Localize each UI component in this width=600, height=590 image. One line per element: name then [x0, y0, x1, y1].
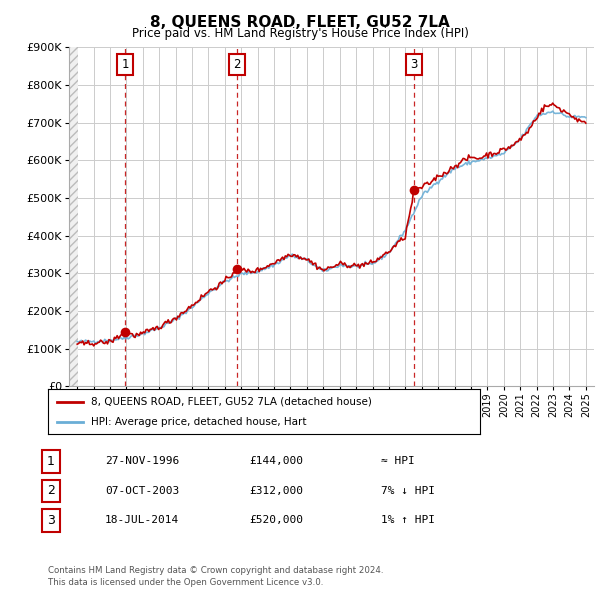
Text: 3: 3: [410, 58, 418, 71]
Text: Contains HM Land Registry data © Crown copyright and database right 2024.
This d: Contains HM Land Registry data © Crown c…: [48, 566, 383, 587]
Text: 18-JUL-2014: 18-JUL-2014: [105, 516, 179, 525]
Text: 1: 1: [121, 58, 129, 71]
Text: 1: 1: [47, 455, 55, 468]
Text: £520,000: £520,000: [249, 516, 303, 525]
Text: £144,000: £144,000: [249, 457, 303, 466]
Text: 7% ↓ HPI: 7% ↓ HPI: [381, 486, 435, 496]
Text: 8, QUEENS ROAD, FLEET, GU52 7LA (detached house): 8, QUEENS ROAD, FLEET, GU52 7LA (detache…: [91, 397, 372, 407]
Text: ≈ HPI: ≈ HPI: [381, 457, 415, 466]
Text: 2: 2: [47, 484, 55, 497]
Text: 8, QUEENS ROAD, FLEET, GU52 7LA: 8, QUEENS ROAD, FLEET, GU52 7LA: [150, 15, 450, 30]
Text: 1% ↑ HPI: 1% ↑ HPI: [381, 516, 435, 525]
Text: 3: 3: [47, 514, 55, 527]
Text: 2: 2: [233, 58, 241, 71]
Text: 27-NOV-1996: 27-NOV-1996: [105, 457, 179, 466]
Text: £312,000: £312,000: [249, 486, 303, 496]
Text: 07-OCT-2003: 07-OCT-2003: [105, 486, 179, 496]
Text: HPI: Average price, detached house, Hart: HPI: Average price, detached house, Hart: [91, 417, 307, 427]
Bar: [69, 47, 78, 386]
Text: Price paid vs. HM Land Registry's House Price Index (HPI): Price paid vs. HM Land Registry's House …: [131, 27, 469, 40]
